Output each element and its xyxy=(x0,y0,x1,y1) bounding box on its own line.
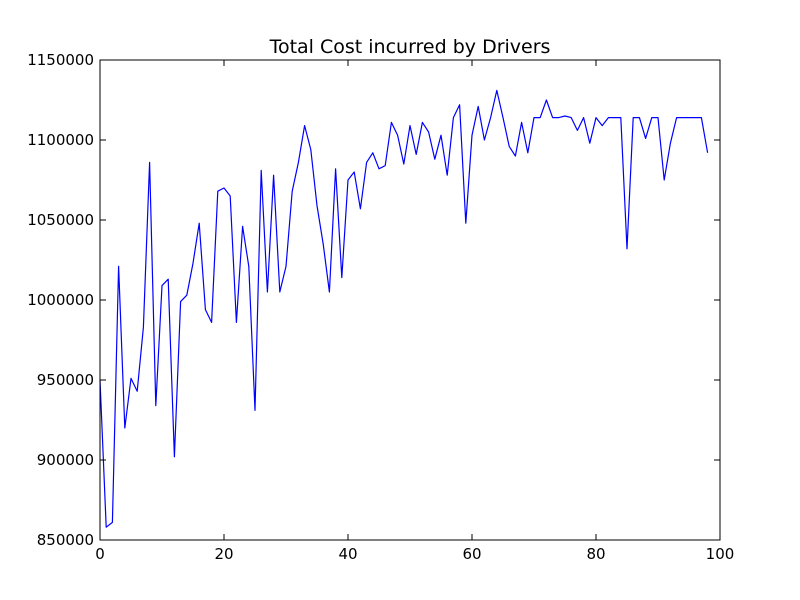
y-tick-label: 1050000 xyxy=(27,211,94,229)
x-tick-label: 60 xyxy=(462,545,481,563)
x-tick-label: 0 xyxy=(95,545,105,563)
x-tick-label: 100 xyxy=(706,545,735,563)
y-tick-label: 1150000 xyxy=(27,51,94,69)
y-tick-label: 850000 xyxy=(37,531,94,549)
y-tick-label: 1000000 xyxy=(27,291,94,309)
x-tick-label: 80 xyxy=(586,545,605,563)
x-tick-label: 40 xyxy=(338,545,357,563)
y-tick-label: 1100000 xyxy=(27,131,94,149)
x-tick-label: 20 xyxy=(214,545,233,563)
plot-area: 0 20 40 60 80 100 850000 900000 950000 1000000 105… xyxy=(27,51,734,563)
chart-title: Total Cost incurred by Drivers xyxy=(269,36,551,58)
series-line-0 xyxy=(99,89,709,528)
y-tick-label: 950000 xyxy=(37,371,94,389)
y-tick-label: 900000 xyxy=(37,451,94,469)
